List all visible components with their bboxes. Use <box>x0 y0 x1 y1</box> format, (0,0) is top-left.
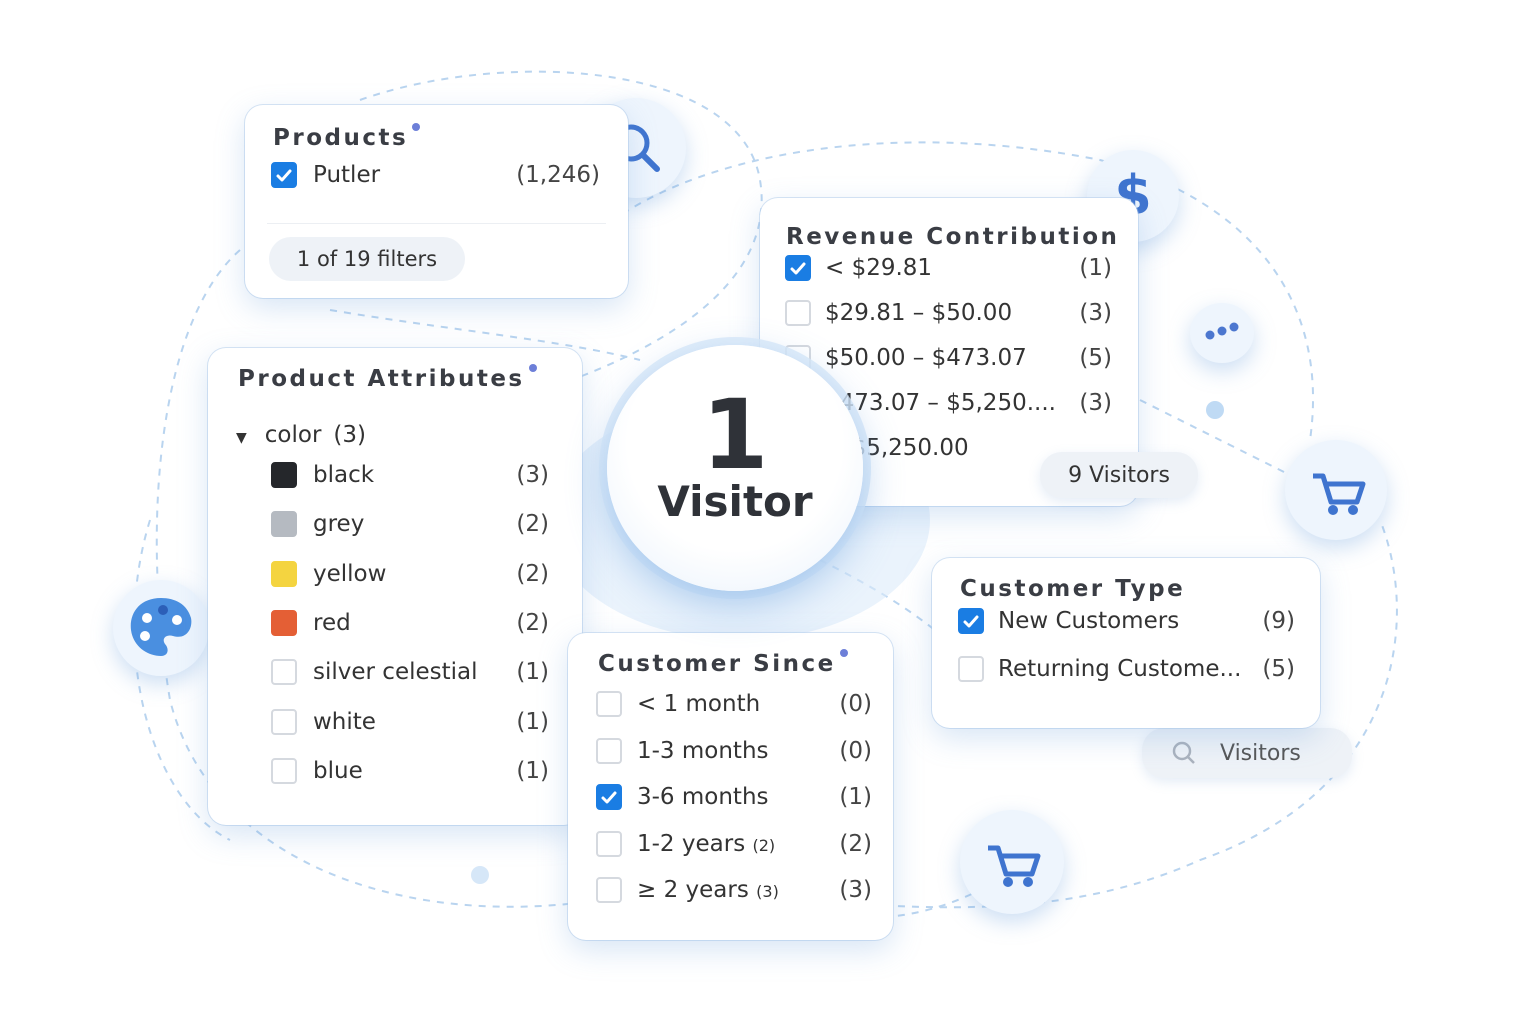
color-swatch <box>271 560 297 587</box>
item-count: (1,246) <box>516 162 600 188</box>
checkbox[interactable] <box>785 255 811 281</box>
item-count: (3) <box>1079 390 1112 416</box>
visitor-circle: 1 Visitor <box>607 345 863 591</box>
item-count: (1) <box>516 659 549 686</box>
item-label: Putler <box>313 162 381 188</box>
item-label: grey <box>313 511 365 538</box>
checkbox[interactable] <box>958 656 984 682</box>
group-label: color <box>264 422 322 448</box>
palette-bubble <box>113 580 209 676</box>
item-label: white <box>313 708 376 735</box>
filter-card: Customer Type New Customers (9) Returning C… <box>932 558 1320 728</box>
item-count: (1) <box>839 784 872 810</box>
checkbox[interactable] <box>596 830 622 857</box>
item-label: $50.00 – $473.07 <box>825 345 1027 371</box>
visitors-pill: 9 Visitors <box>1040 452 1198 498</box>
item-note: (2) <box>752 835 776 855</box>
visitor-count: 1 <box>701 379 769 491</box>
card-title: Product Attributes <box>238 366 525 392</box>
item-label: black <box>313 462 375 488</box>
item-count: (2) <box>516 511 549 538</box>
color-swatch <box>271 462 297 488</box>
item-label: 1-3 months <box>637 737 769 764</box>
card-title: Revenue Contribution <box>786 224 1120 250</box>
item-count: (0) <box>839 691 872 717</box>
color-swatch <box>271 609 297 636</box>
item-count: (9) <box>1262 608 1295 634</box>
item-label: < $29.81 <box>825 255 933 281</box>
checkbox[interactable] <box>596 691 622 717</box>
item-label: $29.81 – $50.00 <box>825 300 1013 326</box>
group-count: (3) <box>333 422 367 448</box>
cart-icon <box>1313 473 1366 515</box>
item-count: (1) <box>1079 255 1112 281</box>
chat-bubble <box>1190 303 1254 363</box>
item-count: (3) <box>1079 300 1112 326</box>
search-text: Visitors <box>1220 740 1301 766</box>
item-label: red <box>313 609 351 636</box>
status-dot <box>840 649 848 657</box>
item-count: (1) <box>516 757 549 784</box>
card-title: Customer Type <box>960 576 1186 602</box>
group-toggle[interactable]: ▼ color (3) <box>236 420 366 453</box>
status-dot <box>529 364 537 372</box>
cart-icon <box>988 845 1041 887</box>
item-label: yellow <box>313 560 387 587</box>
filter-card: Products Putler (1,246) 1 of 19 filters <box>245 105 628 298</box>
cart-bubble <box>1285 440 1387 540</box>
item-label: < 1 month <box>637 691 761 717</box>
caret: ▼ <box>236 430 247 446</box>
cart-bubble <box>960 810 1064 914</box>
dots-icon <box>1205 322 1239 340</box>
color-swatch <box>271 511 297 538</box>
item-label: New Customers <box>998 608 1180 634</box>
search-pill[interactable]: Visitors <box>1142 728 1352 778</box>
checkbox[interactable] <box>958 608 984 634</box>
item-count: (5) <box>1262 656 1295 682</box>
filter-card: Customer Since < 1 month (0) 1-3 months (0) 3… <box>568 633 893 940</box>
item-count: (5) <box>1079 345 1112 371</box>
checkbox[interactable] <box>271 162 297 188</box>
item-label: 3-6 months <box>637 784 769 810</box>
item-label: blue <box>313 757 363 784</box>
divider <box>267 223 606 224</box>
item-count: (0) <box>839 737 872 764</box>
checkbox[interactable] <box>271 708 297 735</box>
item-note: (3) <box>756 882 779 901</box>
card-title: Customer Since <box>598 651 836 677</box>
item-label: 1-2 years (2) <box>637 830 776 857</box>
checkbox[interactable] <box>271 757 297 784</box>
status-dot <box>412 123 420 131</box>
checkbox[interactable] <box>596 784 622 810</box>
item-label: $473.07 – $5,250.... <box>825 390 1056 416</box>
item-count: (2) <box>516 609 549 636</box>
filter-card: Product Attributes ▼ color (3) black (3) grey (… <box>208 348 582 825</box>
search-icon <box>1172 741 1195 764</box>
checkbox[interactable] <box>785 300 811 326</box>
item-count: (1) <box>516 708 549 735</box>
item-count: (3) <box>516 462 549 488</box>
palette-icon <box>130 598 192 656</box>
card-title: Products <box>273 125 409 151</box>
item-label: ≥ 2 years (3) <box>637 877 779 903</box>
filters-pill[interactable]: 1 of 19 filters <box>269 237 465 281</box>
checkbox[interactable] <box>271 659 297 686</box>
item-count: (2) <box>516 560 549 587</box>
visitor-label: Visitor <box>657 477 813 526</box>
item-count: (2) <box>839 830 872 857</box>
checkbox[interactable] <box>596 877 622 903</box>
checkbox[interactable] <box>596 737 622 764</box>
item-count: (3) <box>839 877 872 903</box>
item-label: Returning Custome... <box>998 656 1242 682</box>
item-label: silver celestial <box>313 659 478 686</box>
